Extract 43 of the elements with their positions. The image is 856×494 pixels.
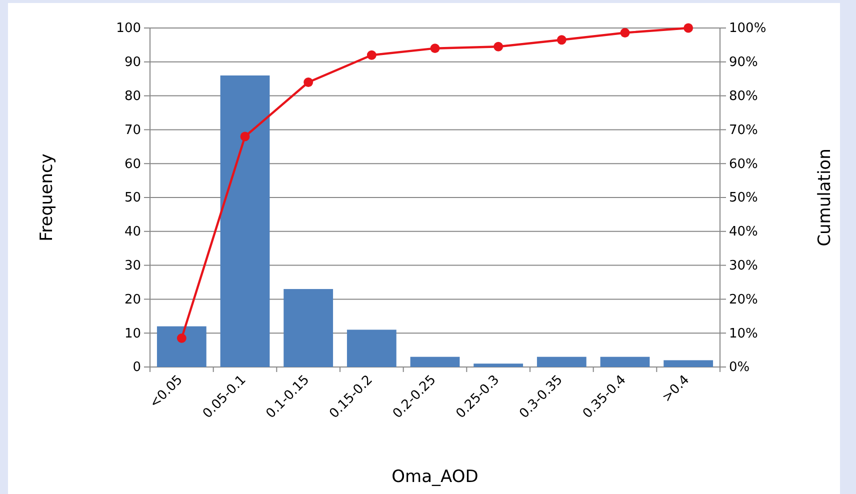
y-tick-label: 100 xyxy=(116,21,141,36)
point xyxy=(304,78,314,87)
point xyxy=(430,44,440,54)
y-tick-label: 80 xyxy=(124,88,141,104)
y-tick-label: 50 xyxy=(124,190,141,206)
point xyxy=(176,333,186,343)
point xyxy=(556,35,566,45)
y2-tick-label: 60% xyxy=(729,156,758,172)
y2-tick-label: 100% xyxy=(729,21,766,36)
y2-axis-title: Cumulation xyxy=(815,148,835,246)
y-tick-label: 10 xyxy=(124,326,141,342)
bar xyxy=(220,75,270,367)
bar xyxy=(664,360,714,367)
y2-tick-label: 80% xyxy=(729,88,758,104)
y-tick-label: 0 xyxy=(132,360,141,376)
y2-tick-label: 70% xyxy=(729,122,758,138)
y2-tick-label: 30% xyxy=(729,258,758,274)
bar xyxy=(474,364,524,367)
point xyxy=(240,132,250,142)
y-tick-label: 30 xyxy=(124,258,141,274)
x-axis-title: Oma_AOD xyxy=(392,467,478,487)
y2-tick-label: 0% xyxy=(729,360,750,376)
y-tick-label: 70 xyxy=(124,122,141,138)
y-tick-label: 20 xyxy=(124,292,141,308)
y2-tick-label: 50% xyxy=(729,190,758,206)
point xyxy=(684,23,694,33)
y-tick-label: 40 xyxy=(124,224,141,240)
bar xyxy=(536,356,586,367)
y2-tick-label: 20% xyxy=(729,292,758,308)
point xyxy=(620,28,630,38)
bar xyxy=(600,356,650,367)
point xyxy=(494,42,504,52)
y-tick-label: 60 xyxy=(124,156,141,172)
bar xyxy=(410,356,460,367)
y-tick-label: 90 xyxy=(124,55,141,70)
y-axis-title: Frequency xyxy=(37,154,57,242)
bar xyxy=(284,289,334,367)
bar xyxy=(156,326,206,367)
y2-tick-label: 40% xyxy=(729,224,758,240)
y2-tick-label: 10% xyxy=(729,326,758,342)
point xyxy=(366,50,376,60)
y2-tick-label: 90% xyxy=(729,55,758,70)
bar xyxy=(346,330,396,367)
